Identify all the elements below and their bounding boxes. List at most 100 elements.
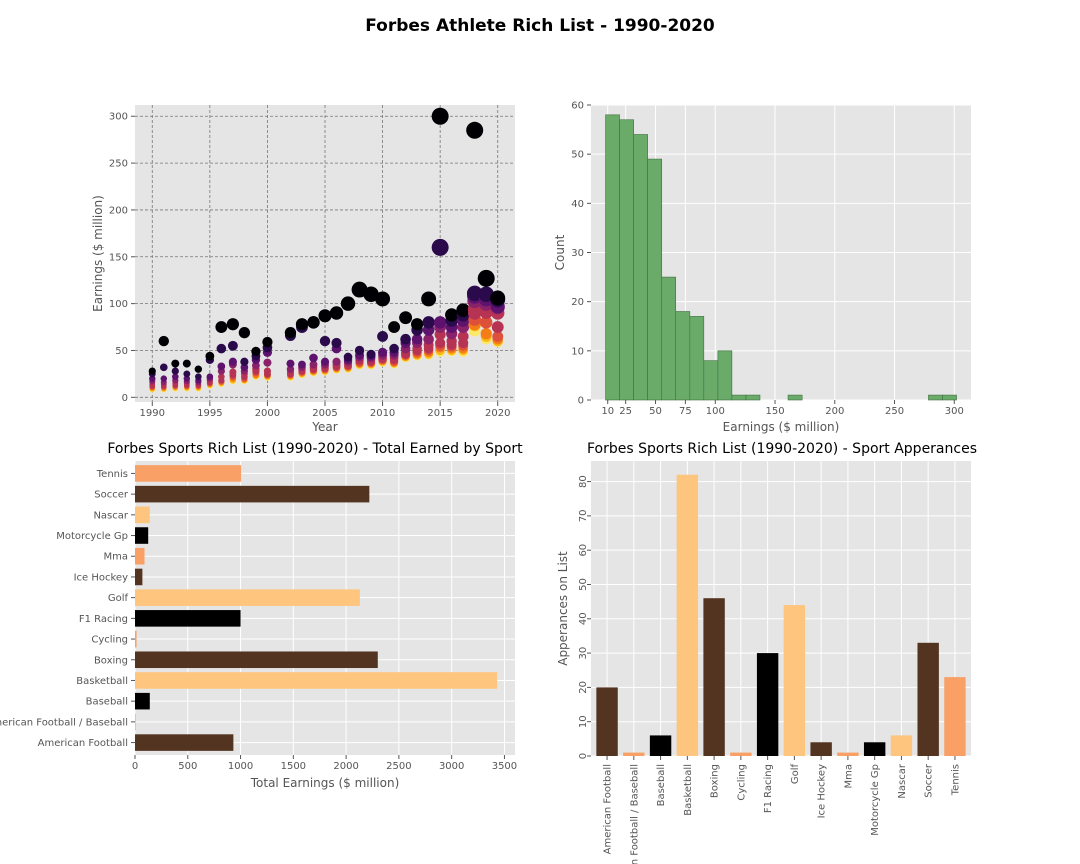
histogram-tick-label-x: 50 bbox=[649, 406, 662, 417]
scatter-point bbox=[295, 318, 309, 331]
total-earned-tick-label-y: American Football bbox=[38, 738, 128, 749]
total-earned-bar bbox=[135, 485, 370, 503]
total-earned-chart: Forbes Sports Rich List (1990-2020) - To… bbox=[0, 441, 523, 790]
histogram-y-axis-label: Count bbox=[553, 234, 567, 270]
appearances-bar bbox=[783, 605, 806, 756]
total-earned-bar bbox=[135, 527, 149, 544]
appearances-tick-label-y: 20 bbox=[578, 681, 589, 694]
histogram-bar bbox=[703, 360, 719, 401]
scatter-tick-label-y: 300 bbox=[109, 112, 128, 123]
total-earned-ticks: 0 500 1000 1500 2000 2500 3000 3500 American Foo… bbox=[0, 469, 517, 772]
appearances-tick-label-x: Cycling bbox=[736, 764, 747, 801]
scatter-point bbox=[226, 318, 239, 331]
scatter-point bbox=[340, 296, 356, 311]
total-earned-bar bbox=[135, 672, 498, 689]
scatter-point bbox=[205, 351, 215, 361]
histogram-tick-label-x: 300 bbox=[945, 406, 964, 417]
histogram-x-axis-label: Earnings ($ million) bbox=[723, 420, 840, 434]
histogram-bar bbox=[745, 394, 761, 401]
scatter-point bbox=[466, 121, 484, 139]
total-earned-bar bbox=[135, 734, 234, 751]
total-earned-bar bbox=[135, 692, 150, 710]
histogram-tick-label-x: 10 bbox=[601, 406, 614, 417]
scatter-point bbox=[183, 370, 191, 378]
total-earned-bar bbox=[135, 568, 143, 586]
scatter-point bbox=[421, 291, 437, 307]
scatter-tick-label-x: 2015 bbox=[427, 408, 452, 419]
scatter-point bbox=[263, 358, 272, 367]
scatter-point bbox=[375, 291, 391, 307]
total-earned-bar bbox=[135, 547, 145, 565]
scatter-point bbox=[218, 373, 225, 381]
appearances-tick-label-x: American Football / Baseball bbox=[629, 764, 640, 864]
appearances-chart: Forbes Sports Rich List (1990-2020) - Sp… bbox=[556, 441, 977, 864]
scatter-point bbox=[411, 318, 424, 331]
appearances-bar bbox=[810, 742, 832, 756]
scatter-chart: 1990 1995 2000 2005 2010 2015 2020 0 50 100 150 200… bbox=[91, 105, 515, 434]
histogram-tick-label-x: 100 bbox=[706, 406, 725, 417]
scatter-point bbox=[431, 238, 449, 256]
appearances-bar bbox=[944, 677, 966, 756]
appearances-bars bbox=[596, 474, 966, 756]
histogram-bar bbox=[605, 114, 620, 401]
total-earned-bars bbox=[135, 465, 498, 751]
appearances-tick-label-y: 50 bbox=[578, 578, 589, 591]
scatter-point bbox=[286, 365, 295, 373]
scatter-tick-label-x: 2010 bbox=[370, 408, 395, 419]
scatter-point bbox=[194, 365, 203, 373]
histogram-bar bbox=[942, 394, 957, 401]
histogram-tick-label-y: 60 bbox=[571, 101, 584, 112]
scatter-point bbox=[160, 375, 167, 382]
histogram-bar bbox=[633, 134, 648, 401]
scatter-tick-label-x: 1995 bbox=[197, 408, 222, 419]
histogram-tick-label-x: 250 bbox=[885, 406, 904, 417]
scatter-tick-label-x: 2000 bbox=[255, 408, 280, 419]
scatter-point bbox=[492, 330, 504, 342]
appearances-tick-label-x: Nascar bbox=[897, 763, 908, 798]
appearances-bar bbox=[676, 474, 699, 756]
scatter-point bbox=[171, 359, 180, 368]
scatter-x-axis-label: Year bbox=[311, 420, 337, 434]
scatter-point bbox=[332, 357, 341, 366]
scatter-point bbox=[172, 373, 179, 381]
scatter-point bbox=[217, 362, 226, 371]
scatter-point bbox=[435, 337, 446, 349]
histogram-tick-label-y: 20 bbox=[571, 297, 584, 308]
histogram-bar bbox=[731, 394, 747, 401]
total-earned-tick-label-y: Baseball bbox=[86, 697, 128, 708]
scatter-point bbox=[343, 352, 353, 362]
scatter-point bbox=[377, 347, 388, 357]
histogram-tick-label-x: 75 bbox=[679, 406, 692, 417]
scatter-point bbox=[216, 343, 227, 354]
scatter-point bbox=[490, 290, 506, 306]
total-earned-tick-label-y: Cycling bbox=[91, 635, 128, 646]
total-earned-tick-label-x: 1500 bbox=[281, 761, 306, 772]
histogram-bar bbox=[689, 316, 705, 401]
scatter-point bbox=[329, 306, 344, 320]
scatter-point bbox=[457, 330, 469, 342]
histogram-tick-label-y: 50 bbox=[571, 150, 584, 161]
scatter-point bbox=[195, 373, 202, 381]
scatter-point bbox=[388, 321, 401, 333]
scatter-tick-label-x: 1990 bbox=[140, 408, 165, 419]
appearances-bar bbox=[837, 752, 859, 756]
total-earned-tick-label-y: F1 Racing bbox=[79, 614, 128, 625]
scatter-point bbox=[478, 286, 494, 302]
scatter-point bbox=[480, 328, 492, 340]
scatter-point bbox=[286, 359, 295, 368]
scatter-point bbox=[240, 357, 249, 366]
appearances-bar bbox=[649, 735, 672, 756]
scatter-ticks: 1990 1995 2000 2005 2010 2015 2020 0 50 100 150 200… bbox=[109, 112, 511, 419]
appearances-bar bbox=[703, 598, 725, 756]
figure-title: Forbes Athlete Rich List - 1990-2020 bbox=[365, 16, 715, 36]
scatter-point bbox=[431, 107, 449, 125]
scatter-point bbox=[238, 327, 251, 339]
total-earned-tick-label-x: 3000 bbox=[439, 761, 464, 772]
appearances-tick-label-x: Baseball bbox=[656, 764, 667, 806]
total-earned-tick-label-y: Basketball bbox=[76, 676, 128, 687]
total-earned-title: Forbes Sports Rich List (1990-2020) - To… bbox=[107, 441, 523, 457]
total-earned-tick-label-y: Ice Hockey bbox=[74, 572, 129, 583]
histogram-tick-label-x: 25 bbox=[619, 406, 632, 417]
scatter-point bbox=[319, 335, 331, 347]
appearances-tick-label-y: 40 bbox=[578, 612, 589, 625]
